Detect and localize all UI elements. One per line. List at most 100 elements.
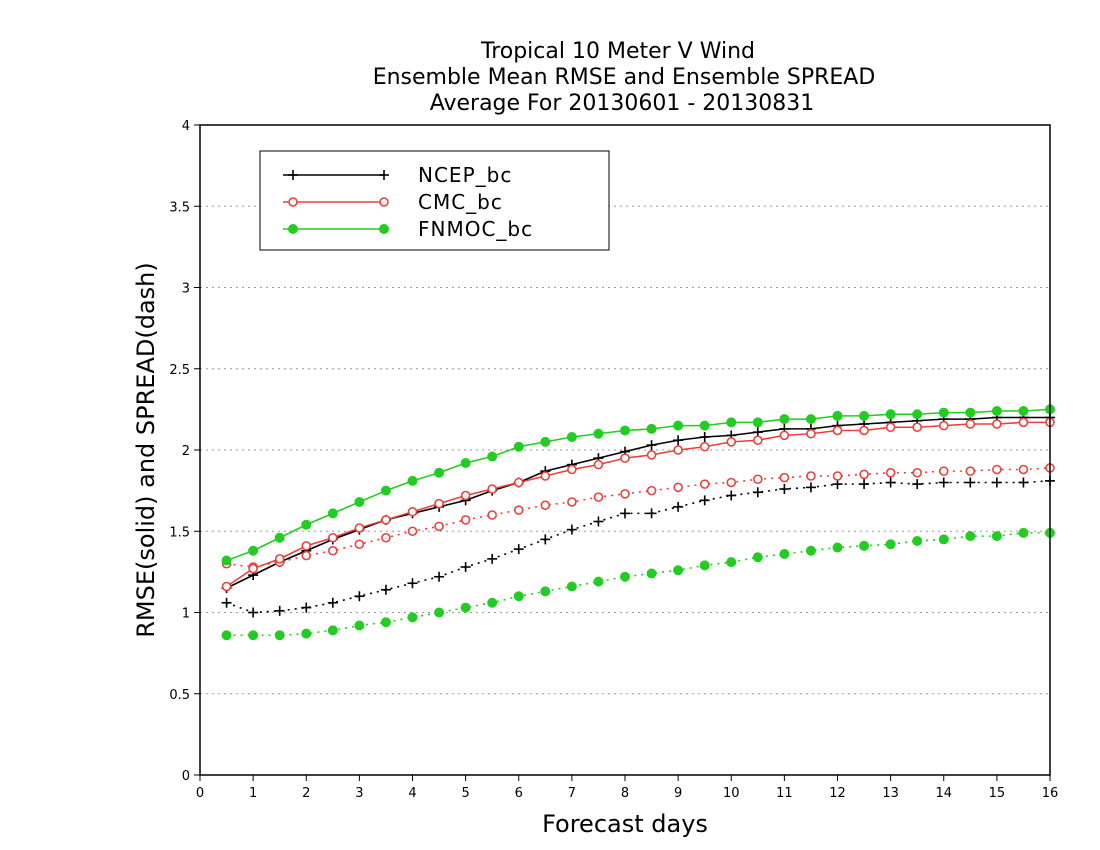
cmc-bc-rmse-point [1018,417,1029,428]
x-tick-label: 8 [621,786,629,801]
ncep-bc-spread-point [912,479,923,490]
fnmoc-bc-spread-point [726,557,737,568]
cmc-bc-rmse-point [673,445,683,455]
cmc-bc-rmse-point [407,506,418,517]
fnmoc-bc-spread-point [912,536,923,546]
fnmoc-bc-spread-point [779,549,790,559]
cmc-bc-rmse-point [460,490,471,501]
fnmoc-bc-rmse-point [487,451,498,462]
title-line-3: Average For 20130601 - 20130831 [430,91,815,116]
fnmoc-bc-spread-point [885,539,896,550]
x-tick-label: 10 [723,786,740,801]
fnmoc-bc-spread-point [460,602,471,613]
chart-title: Tropical 10 Meter V Wind Ensemble Mean R… [373,39,876,116]
cmc-bc-spread-point [938,466,949,476]
fnmoc-bc-spread-point [991,531,1002,542]
y-tick-label: 0.5 [169,688,190,703]
y-tick-label: 3.5 [169,200,190,215]
fnmoc-bc-rmse-point [327,508,338,519]
fnmoc-bc-spread-point [407,612,418,623]
cmc-bc-rmse-point [620,453,630,463]
ncep-bc-spread-point [513,544,524,555]
cmc-bc-spread-point [620,489,630,499]
cmc-bc-spread-point [753,474,763,485]
fnmoc-bc-rmse-point [540,436,551,447]
cmc-bc-rmse-point [832,425,843,436]
x-tick-label: 2 [302,786,310,801]
x-tick-label: 12 [829,786,846,801]
cmc-bc-rmse-point [381,515,391,525]
fnmoc-bc-rmse-point [248,545,259,556]
ncep-bc-rmse-point [699,432,710,442]
fnmoc-bc-rmse-point [566,432,577,442]
legend: NCEP_bc CMC_bc FNMOC_bc [259,150,610,251]
y-tick-label: 0 [182,769,190,784]
x-axis-label: Forecast days [542,810,708,838]
fnmoc-bc-rmse-point [726,417,737,428]
fnmoc-bc-spread-point [965,531,976,542]
grid [200,205,1050,695]
y-tick-label: 2.5 [169,363,190,378]
x-tick-label: 15 [989,786,1006,801]
fnmoc-bc-rmse-point [620,425,630,436]
ncep-bc-spread-point [699,495,710,506]
ncep-bc-spread-point [274,605,285,616]
cmc-bc-spread-point [567,497,577,507]
fnmoc-bc-rmse-point [380,485,391,496]
series-layer [221,404,1055,641]
fnmoc-bc-spread-point [566,581,577,592]
legend-marker-fnmoc-bc [379,224,389,234]
ncep-bc-spread-point [354,591,365,602]
cmc-bc-rmse-point [221,581,232,592]
cmc-bc-spread-point [965,466,976,476]
fnmoc-bc-rmse-point [646,423,657,434]
ncep-bc-spread-point [646,508,657,519]
title-line-1: Tropical 10 Meter V Wind [480,39,755,64]
legend-box [259,150,610,251]
fnmoc-bc-rmse-point [593,428,604,439]
cmc-bc-spread-point [779,472,790,483]
fnmoc-bc-spread-point [221,630,232,641]
cmc-bc-rmse-point [753,435,763,446]
fnmoc-bc-spread-point [646,568,657,579]
fnmoc-bc-spread-point [859,540,870,551]
cmc-bc-spread-point [912,467,922,478]
fnmoc-bc-spread-point [1018,527,1029,538]
cmc-bc-spread-point [513,505,524,515]
cmc-bc-spread-point [593,492,604,502]
legend-label-cmc-bc: CMC_bc [418,190,503,214]
fnmoc-bc-rmse-point [1018,406,1029,416]
ncep-bc-spread-point [487,553,498,564]
cmc-bc-rmse-point [487,484,497,494]
fnmoc-bc-spread-point [593,576,604,587]
cmc-bc-rmse-point [593,459,604,470]
y-tick-label: 2 [182,444,190,459]
fnmoc-bc-rmse-line [226,408,1051,562]
fnmoc-bc-spread-point [938,534,949,545]
ncep-bc-spread-point [752,487,763,498]
x-tick-label: 9 [674,786,682,801]
fnmoc-bc-rmse-point [513,441,524,452]
cmc-bc-rmse-point [274,554,285,564]
cmc-bc-rmse-point [726,437,737,447]
ncep-bc-spread-point [965,477,976,488]
ncep-bc-spread-point [859,479,870,490]
ncep-bc-spread-point [248,607,259,618]
ncep-bc-spread-point [221,597,232,608]
cmc-bc-spread-point [885,467,896,478]
y-axis: 0 0.5 1 1.5 2 2.5 3 3.5 4 [169,119,200,784]
cmc-bc-rmse-point [513,477,524,488]
x-tick-label: 11 [776,786,793,801]
fnmoc-bc-rmse-point [805,414,816,425]
cmc-bc-rmse-point [885,422,896,433]
fnmoc-bc-rmse-point [354,497,365,507]
fnmoc-bc-rmse-point [407,475,418,486]
cmc-bc-rmse-point [806,428,816,439]
fnmoc-bc-spread-point [248,630,259,641]
fnmoc-bc-spread-point [327,625,338,636]
x-axis: 0 1 2 3 4 5 6 7 8 9 10 11 12 13 14 15 16 [196,775,1058,801]
fnmoc-bc-rmse-point [912,409,923,420]
fnmoc-bc-rmse-point [938,407,949,418]
cmc-bc-spread-point [726,477,737,488]
